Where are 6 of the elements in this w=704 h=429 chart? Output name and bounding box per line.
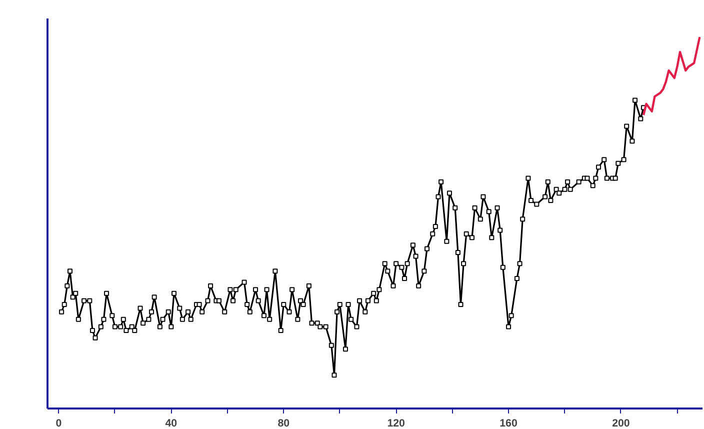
x-tick-label: 40 — [165, 418, 178, 429]
x-tick-label: 120 — [387, 418, 406, 429]
x-tick-label: 80 — [278, 418, 290, 429]
x-tick-label: 200 — [612, 418, 630, 429]
x-tick-label: 0 — [56, 418, 62, 429]
x-tick-label: 160 — [500, 418, 518, 429]
